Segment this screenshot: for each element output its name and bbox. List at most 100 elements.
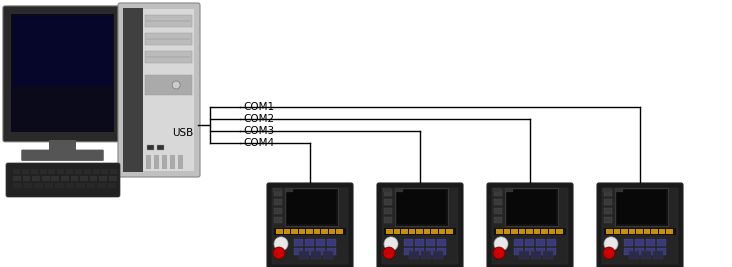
Bar xyxy=(13,169,20,174)
Bar xyxy=(635,248,644,255)
Circle shape xyxy=(384,237,398,251)
Bar xyxy=(86,183,95,188)
Bar xyxy=(384,217,392,223)
Circle shape xyxy=(604,237,618,251)
Bar xyxy=(306,229,313,234)
Bar xyxy=(615,188,668,226)
Circle shape xyxy=(493,247,505,259)
Bar xyxy=(145,33,192,45)
Bar xyxy=(66,169,73,174)
Bar xyxy=(76,183,84,188)
Bar xyxy=(511,229,518,234)
Circle shape xyxy=(494,237,508,251)
Bar xyxy=(111,169,117,174)
Bar xyxy=(42,176,50,181)
Bar xyxy=(635,239,644,246)
Bar xyxy=(274,228,346,235)
Bar xyxy=(384,199,392,205)
Bar xyxy=(274,217,282,223)
Bar xyxy=(65,183,74,188)
Bar xyxy=(401,229,408,234)
Bar xyxy=(547,239,556,246)
Bar xyxy=(294,248,303,255)
Bar xyxy=(604,208,612,214)
Bar xyxy=(408,229,415,234)
Bar xyxy=(383,188,391,192)
Bar xyxy=(493,188,501,192)
Bar xyxy=(31,169,38,174)
Bar xyxy=(34,183,42,188)
Bar xyxy=(49,140,76,151)
Circle shape xyxy=(273,247,285,259)
Bar xyxy=(415,248,424,255)
Bar xyxy=(437,248,446,255)
Bar xyxy=(659,229,665,234)
Bar xyxy=(657,239,666,246)
Bar xyxy=(305,239,314,246)
Bar xyxy=(61,176,69,181)
Bar xyxy=(496,229,503,234)
Bar xyxy=(291,229,298,234)
Bar xyxy=(519,251,529,259)
Bar xyxy=(285,188,293,192)
Bar xyxy=(604,190,612,196)
Bar xyxy=(653,251,663,259)
Bar xyxy=(646,239,655,246)
Bar xyxy=(519,229,526,234)
Bar xyxy=(421,251,431,259)
Bar xyxy=(123,8,143,172)
Bar xyxy=(329,229,335,234)
FancyBboxPatch shape xyxy=(6,163,120,197)
Bar xyxy=(299,229,305,234)
Bar xyxy=(651,229,658,234)
Bar xyxy=(604,228,676,235)
Bar xyxy=(145,51,192,63)
Bar xyxy=(274,190,282,196)
Bar xyxy=(146,155,151,169)
Bar xyxy=(525,239,534,246)
Bar xyxy=(337,229,343,234)
Text: USB: USB xyxy=(172,128,193,138)
Bar xyxy=(13,16,112,87)
Bar xyxy=(100,176,107,181)
Bar xyxy=(394,229,400,234)
Bar xyxy=(617,190,666,225)
Bar xyxy=(534,229,540,234)
Bar xyxy=(287,190,336,225)
Bar xyxy=(417,229,423,234)
Bar xyxy=(431,229,438,234)
Bar xyxy=(48,169,56,174)
Bar xyxy=(283,229,290,234)
Bar xyxy=(83,169,91,174)
Bar xyxy=(143,9,194,171)
Bar xyxy=(447,229,453,234)
Bar xyxy=(395,188,403,192)
Bar xyxy=(305,248,314,255)
Bar xyxy=(536,248,545,255)
Bar xyxy=(45,183,53,188)
Bar xyxy=(272,188,348,264)
Bar xyxy=(55,183,64,188)
Bar xyxy=(327,248,336,255)
Bar xyxy=(666,229,673,234)
Bar xyxy=(395,188,448,226)
Bar xyxy=(547,248,556,255)
FancyBboxPatch shape xyxy=(118,3,200,177)
Bar xyxy=(90,176,97,181)
Bar xyxy=(613,229,620,234)
Bar xyxy=(22,169,29,174)
Bar xyxy=(437,239,446,246)
FancyBboxPatch shape xyxy=(21,150,104,161)
Text: COM1: COM1 xyxy=(243,102,274,112)
Bar xyxy=(145,75,192,95)
Bar xyxy=(157,145,164,150)
Bar xyxy=(615,188,623,192)
Bar xyxy=(316,248,325,255)
Bar xyxy=(536,239,545,246)
Bar xyxy=(11,14,114,132)
Bar xyxy=(433,251,443,259)
Bar xyxy=(505,188,513,192)
Bar xyxy=(321,229,328,234)
Bar xyxy=(606,229,613,234)
Bar xyxy=(531,251,541,259)
